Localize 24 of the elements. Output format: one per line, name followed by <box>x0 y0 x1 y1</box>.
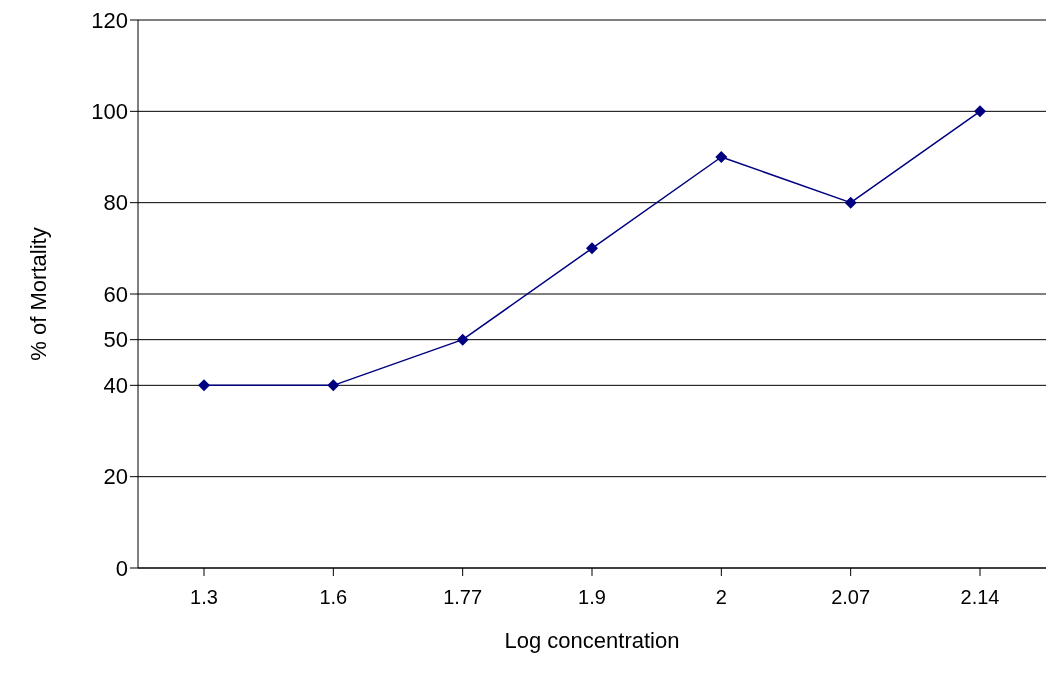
point <box>844 196 857 209</box>
point <box>327 379 340 392</box>
x-tick-label: 2.14 <box>960 586 1000 609</box>
y-tick-label: 50 <box>103 327 128 353</box>
x-tick-label: 2 <box>715 586 727 609</box>
x-tick-label: 1.6 <box>319 586 348 609</box>
point <box>586 242 598 255</box>
y-tick-label: 80 <box>103 190 128 216</box>
y-tick-label: 100 <box>91 99 128 125</box>
y-tick-label: 40 <box>103 373 128 399</box>
x-tick-label: 1.3 <box>190 586 218 609</box>
point <box>198 379 210 392</box>
x-tick-label: 1.9 <box>578 586 606 609</box>
point <box>974 105 986 118</box>
point <box>456 333 469 346</box>
y-tick-label: 120 <box>91 7 128 33</box>
y-tick-label: 0 <box>115 555 128 581</box>
y-tick-label: 20 <box>103 464 128 490</box>
x-axis-title: Log concentration <box>504 628 680 653</box>
y-tick-label: 60 <box>103 281 128 307</box>
x-tick-label: 1.77 <box>443 586 483 609</box>
x-tick-label: 2.07 <box>831 586 871 609</box>
point <box>715 151 728 163</box>
y-axis-title: % of Mortality <box>25 227 51 361</box>
